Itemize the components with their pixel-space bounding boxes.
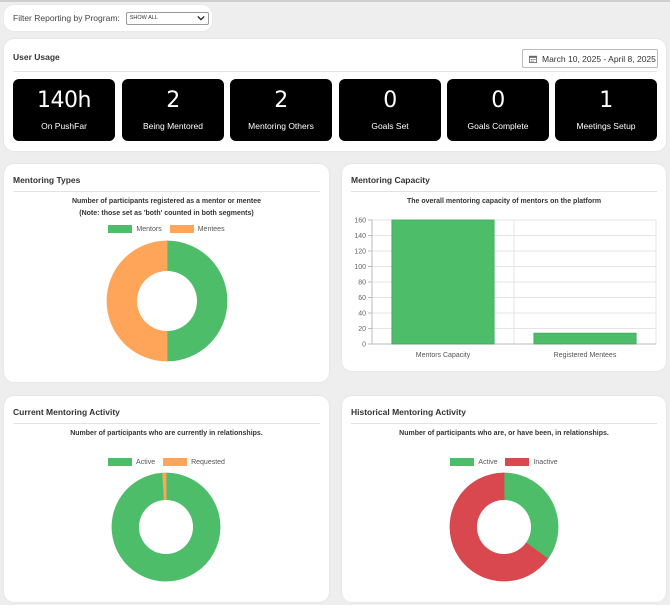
divider (13, 191, 320, 192)
calendar-icon (529, 55, 537, 63)
chart-legend: Active Requested (4, 458, 329, 466)
legend-swatch (108, 458, 133, 466)
stat-label: On PushFar (41, 121, 87, 131)
user-usage-title: User Usage (13, 52, 60, 62)
date-range-text: March 10, 2025 - April 8, 2025 (542, 53, 656, 64)
donut-slice-active[interactable] (503, 472, 559, 560)
mentoring-types-title: Mentoring Types (13, 175, 81, 185)
legend-swatch (108, 225, 133, 233)
mentoring-capacity-panel: Mentoring Capacity The overall mentoring… (342, 164, 666, 371)
mentoring-capacity-title: Mentoring Capacity (351, 175, 430, 185)
legend-label: Active (136, 458, 156, 466)
mentoring-capacity-bar-chart: 0 20 40 60 80 100 120 140 160 Mentors Capacity Reg… (354, 218, 657, 359)
stat-value: 1 (599, 88, 613, 113)
y-tick-label: 120 (354, 249, 366, 256)
legend-item-inactive[interactable]: Inactive (505, 458, 558, 466)
stat-value: 0 (383, 88, 397, 113)
chart-caption: The overall mentoring capacity of mentor… (406, 198, 602, 205)
divider (351, 191, 657, 192)
legend-label: Requested (191, 458, 225, 466)
chart-caption: Number of participants who are currently… (70, 430, 263, 437)
current-activity-donut (111, 472, 221, 582)
stat-label: Goals Complete (467, 121, 529, 131)
y-tick-label: 20 (358, 326, 366, 333)
legend-item-active[interactable]: Active (450, 458, 497, 466)
stat-label: Mentoring Others (248, 121, 314, 131)
mentoring-types-panel: Mentoring Types Number of participants r… (4, 164, 329, 382)
legend-item-active[interactable]: Active (108, 458, 155, 466)
stat-card-meetings-setup: 1 Meetings Setup (555, 79, 657, 141)
stat-card-mentoring-others: 2 Mentoring Others (230, 79, 332, 141)
stat-label: Being Mentored (142, 121, 203, 131)
current-activity-panel: Current Mentoring Activity Number of par… (4, 396, 329, 602)
stat-value: 0 (491, 88, 505, 113)
divider (351, 423, 657, 424)
legend-item-mentees[interactable]: Mentees (169, 225, 225, 233)
y-tick-label: 160 (354, 218, 366, 225)
date-range-picker[interactable]: March 10, 2025 - April 8, 2025 (522, 49, 658, 68)
stat-value: 2 (166, 88, 180, 113)
x-tick-label: Mentors Capacity (416, 352, 471, 359)
y-tick-label: 0 (362, 342, 366, 349)
stat-card-being-mentored: 2 Being Mentored (122, 79, 224, 141)
chart-note: (Note: those set as 'both' counted in bo… (79, 210, 254, 217)
chart-caption: Number of participants who are, or have … (399, 430, 609, 437)
legend-item-mentors[interactable]: Mentors (108, 225, 162, 233)
program-select[interactable]: SHOW ALL (125, 11, 209, 25)
stat-value: 140h (37, 88, 91, 113)
y-tick-label: 40 (358, 311, 366, 318)
chart-caption: Number of participants registered as a m… (71, 198, 262, 205)
chevron-down-icon (197, 15, 205, 21)
stat-value: 2 (274, 88, 288, 113)
historical-activity-panel: Historical Mentoring Activity Number of … (342, 396, 666, 602)
legend-label: Inactive (533, 458, 558, 466)
stat-card-goals-set: 0 Goals Set (339, 79, 441, 141)
donut-hole (137, 271, 197, 331)
y-tick-label: 100 (354, 264, 366, 271)
historical-activity-donut (449, 472, 559, 582)
program-select-value: SHOW ALL (129, 15, 158, 21)
stat-label: Goals Set (371, 121, 409, 131)
historical-activity-title: Historical Mentoring Activity (351, 407, 466, 417)
legend-label: Mentors (136, 225, 162, 233)
legend-item-requested[interactable]: Requested (163, 458, 225, 466)
filter-label: Filter Reporting by Program: (13, 13, 120, 23)
stat-card-goals-complete: 0 Goals Complete (447, 79, 549, 141)
program-filter-bar: Filter Reporting by Program: SHOW ALL (4, 5, 212, 31)
donut-hole (139, 500, 193, 554)
stat-card-time: 140h On PushFar (13, 79, 115, 141)
legend-swatch (163, 458, 188, 466)
donut-hole (477, 500, 531, 554)
bar-registered-mentees[interactable] (533, 332, 637, 345)
chart-legend: Mentors Mentees (4, 225, 329, 233)
legend-label: Active (478, 458, 498, 466)
y-tick-label: 140 (354, 233, 366, 240)
top-border (0, 0, 670, 2)
y-tick-label: 60 (358, 295, 366, 302)
current-activity-title: Current Mentoring Activity (13, 407, 120, 417)
x-tick-label: Registered Mentees (554, 352, 617, 359)
y-tick-label: 80 (358, 280, 366, 287)
divider (13, 423, 320, 424)
bar-mentors-capacity[interactable] (391, 219, 495, 345)
legend-swatch (505, 458, 530, 466)
legend-swatch (169, 225, 194, 233)
divider (13, 71, 657, 72)
user-usage-panel: User Usage March 10, 2025 - April 8, 202… (4, 39, 666, 151)
stat-label: Meetings Setup (576, 121, 636, 131)
chart-legend: Active Inactive (342, 458, 666, 466)
legend-label: Mentees (197, 225, 225, 233)
legend-swatch (450, 458, 475, 466)
mentoring-types-donut (106, 240, 228, 362)
